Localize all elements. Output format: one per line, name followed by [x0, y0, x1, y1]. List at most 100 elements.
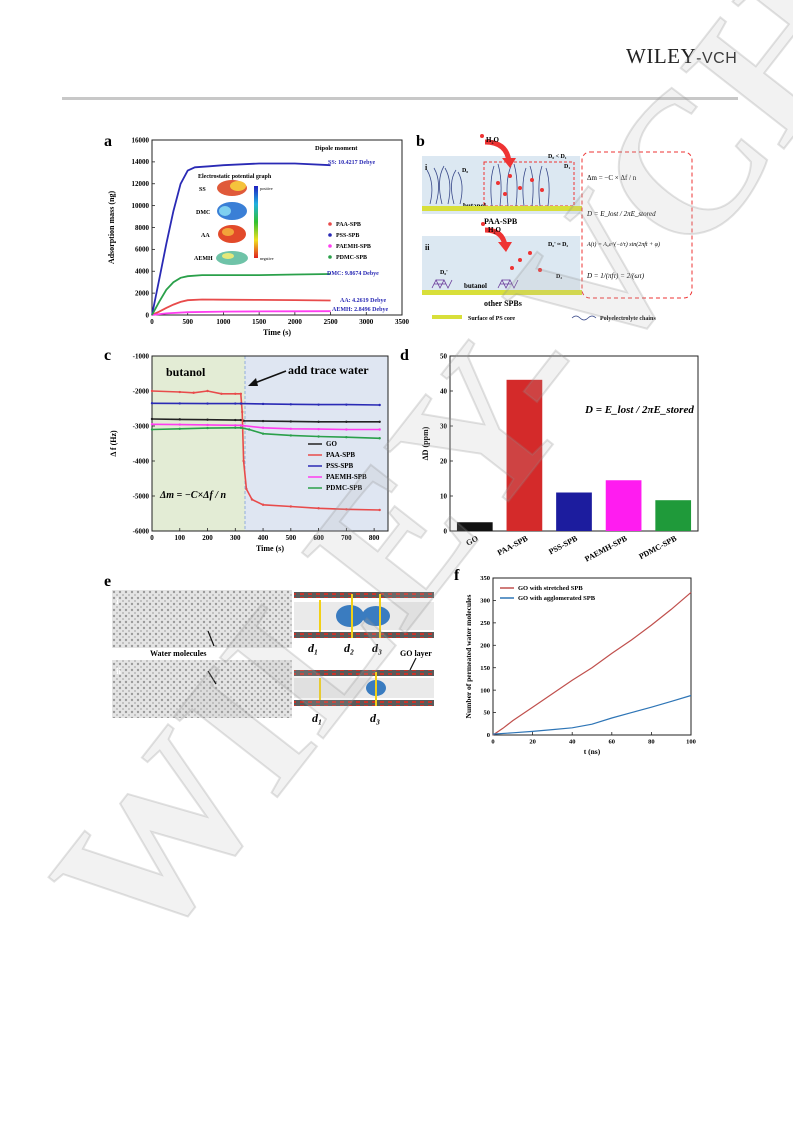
go-layer-i-bottom	[294, 632, 434, 638]
y-tick-label: 6000	[135, 246, 150, 254]
panel-b: b i D₀ butanol H₂O D₀ < D₁ D₁ PAA-SPB ii…	[416, 133, 693, 322]
y-tick-label: 100	[480, 687, 490, 694]
y-tick-label: 0	[146, 311, 150, 319]
y-tick-label: 350	[480, 575, 490, 582]
legend-label: GO with stretched SPB	[518, 585, 583, 592]
series-point	[261, 432, 265, 435]
x-tick-label: 60	[609, 739, 616, 746]
panel-a-frame	[151, 139, 403, 316]
series-point	[239, 424, 243, 427]
figure: a 0 500 1000 1500 2000 2500 3000 35000200040006…	[104, 133, 699, 756]
y-tick-label: 40	[440, 388, 448, 396]
series-point	[261, 402, 265, 406]
dipole-dmc: DMC: 9.8674 Debye	[327, 271, 379, 277]
scale-negative: negative	[260, 256, 274, 261]
panel-a-legend: PAA-SPB PSS-SPB PAEMH-SPB PDMC-SPB	[328, 222, 371, 261]
series-point	[150, 402, 154, 405]
series-point	[220, 392, 223, 395]
gap-label-d1-ii: d₁	[312, 711, 322, 725]
series-point	[289, 505, 293, 508]
x-tick-label: 40	[569, 739, 576, 746]
bar	[605, 480, 642, 531]
series-point	[178, 390, 181, 394]
series-point	[345, 420, 348, 423]
x-tick-label: 500	[286, 534, 297, 542]
panel-e-roman-i: i	[116, 596, 119, 606]
dipole-aemh: AEMH: 2.8496 Debye	[332, 307, 388, 313]
series-point	[234, 392, 237, 395]
legend-label: PSS-SPB	[336, 233, 359, 239]
series-point	[206, 423, 209, 427]
panel-d: d 0 10 20 30 40 50 ΔD (ppm) GO PAA-SPB PSS-SPB PAE…	[400, 347, 699, 564]
series-point	[317, 427, 320, 431]
series-point	[234, 402, 237, 405]
inset-color-scale	[254, 186, 258, 258]
x-tick-label: 2500	[324, 318, 339, 326]
label-cond-1: D₀ < D₁	[548, 154, 567, 160]
category-label: PAA-SPB	[496, 534, 530, 558]
y-tick-label: 10	[440, 493, 448, 501]
scale-positive: positive	[260, 186, 273, 191]
water-molecules-arrow	[207, 630, 215, 647]
panel-c-axes: 0 100 200 300 400 500 600 700 800 -6000 -5000 -4000…	[109, 352, 380, 553]
legend-swatch	[328, 255, 332, 259]
legend-core-swatch	[432, 315, 462, 319]
ps-core-i	[422, 206, 582, 211]
series-point	[150, 423, 154, 426]
y-tick-label: 30	[440, 423, 448, 431]
series-point	[378, 428, 381, 431]
x-tick-label: 80	[648, 739, 655, 746]
series-point	[239, 426, 243, 429]
series-point	[241, 410, 244, 414]
x-tick-label: 1000	[216, 318, 231, 326]
panel-d-bars	[456, 379, 692, 531]
water-droplet-i	[480, 134, 484, 138]
y-tick-label: 50	[440, 353, 448, 361]
y-axis-label: Number of permeated water molecules	[464, 594, 473, 718]
add-water-arrow	[251, 370, 287, 385]
series-line	[151, 310, 331, 316]
x-tick-label: 200	[202, 534, 213, 542]
eq-delta-m: Δm = −C × Δf / n	[587, 174, 637, 182]
x-tick-label: 500	[182, 318, 193, 326]
y-tick-label: 14000	[132, 158, 150, 166]
molecule-aemh-highlight	[222, 253, 234, 259]
x-tick-label: 300	[230, 534, 241, 542]
spb-i-left	[336, 605, 364, 627]
panel-b-letter: b	[416, 133, 425, 150]
dipole-ss: SS: 10.4217 Debye	[328, 160, 376, 166]
panel-f-letter: f	[454, 567, 460, 584]
y-tick-label: -6000	[133, 527, 150, 535]
series-point	[317, 507, 320, 510]
series-point	[178, 402, 181, 405]
series-point	[206, 402, 209, 405]
y-tick-label: 0	[444, 528, 448, 536]
x-tick-label: 3500	[395, 318, 410, 326]
x-tick-label: 20	[529, 739, 536, 746]
brush-paa-right	[490, 163, 550, 207]
inset-label-dmc: DMC	[196, 210, 210, 216]
series-point	[178, 423, 181, 426]
series-point	[345, 403, 348, 406]
series-point	[178, 418, 181, 421]
y-tick-label: 200	[480, 642, 490, 649]
inset-title: Electrostatic potential graph	[198, 174, 272, 180]
x-tick-label: 0	[150, 318, 154, 326]
y-tick-label: 250	[480, 620, 490, 627]
series-point	[234, 418, 237, 422]
series-point	[289, 434, 293, 437]
panel-a-letter: a	[104, 133, 112, 150]
gap-label-d3-i: d₃	[372, 641, 382, 655]
panel-c-series	[150, 389, 381, 512]
series-point	[150, 389, 154, 393]
x-axis-label: Time (s)	[263, 328, 291, 337]
x-tick-label: 2000	[288, 318, 303, 326]
y-tick-label: 16000	[132, 136, 150, 144]
panel-f-axes: 0 20 40 60 80 100 0 50 100 150 200 250 300 350 t (ns) N…	[464, 575, 696, 756]
molecule-dmc-highlight	[219, 206, 231, 216]
series-point	[234, 424, 237, 427]
bar	[655, 500, 692, 531]
label-butanol-region: butanol	[166, 365, 206, 379]
series-point	[150, 428, 154, 431]
go-layer-arrow	[409, 657, 417, 671]
